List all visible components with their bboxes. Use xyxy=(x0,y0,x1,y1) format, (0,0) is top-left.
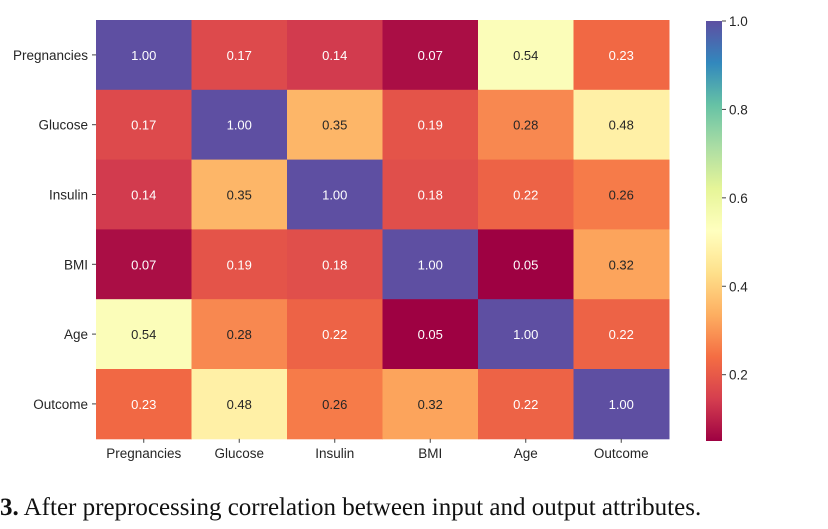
heatmap-cell xyxy=(287,89,383,161)
cell-value-label: 1.00 xyxy=(418,257,443,272)
heatmap-cell xyxy=(96,89,192,161)
cell-value-label: 0.23 xyxy=(131,397,156,412)
cell-value-label: 0.28 xyxy=(513,118,538,133)
cell-value-label: 0.32 xyxy=(609,257,634,272)
row-tick-label: Insulin xyxy=(49,188,88,203)
column-tick-label: Glucose xyxy=(214,446,264,461)
column-tick-label: Age xyxy=(514,446,538,461)
cell-value-label: 0.48 xyxy=(609,118,634,133)
cell-value-label: 0.17 xyxy=(227,48,252,63)
heatmap-cell xyxy=(287,159,383,230)
heatmap-cell xyxy=(191,229,288,300)
cell-value-label: 0.05 xyxy=(513,257,538,272)
heatmap-cell xyxy=(382,159,479,230)
row-tick-label: Pregnancies xyxy=(13,48,88,63)
heatmap-cell-labels: 1.00 0.17 0.14 0.07 0.54 0.23 0.17 1.00 0.35 0.19… xyxy=(131,48,634,412)
colorbar-gradient xyxy=(706,21,722,441)
heatmap-cell xyxy=(96,20,192,91)
heatmap-cell xyxy=(96,159,192,230)
heatmap-cell xyxy=(287,20,383,91)
caption-text: After preprocessing correlation between … xyxy=(23,494,702,521)
cell-value-label: 0.22 xyxy=(609,327,634,342)
cell-value-label: 1.00 xyxy=(131,48,156,63)
cell-value-label: 0.22 xyxy=(513,188,538,203)
cell-value-label: 0.17 xyxy=(131,118,156,133)
colorbar: 0.2 0.4 0.6 0.8 1.0 xyxy=(706,14,748,441)
heatmap-cell xyxy=(287,369,383,440)
row-tick-label: Age xyxy=(64,327,88,342)
heatmap-cell xyxy=(287,229,383,300)
heatmap-cell xyxy=(382,89,479,161)
heatmap-cell xyxy=(191,299,288,370)
heatmap-cells xyxy=(96,20,670,440)
heatmap-cell xyxy=(573,369,670,440)
heatmap-cell xyxy=(573,299,670,370)
cell-value-label: 0.14 xyxy=(131,188,156,203)
row-tick-label: BMI xyxy=(64,257,88,272)
column-tick-label: BMI xyxy=(418,446,442,461)
row-tick-label: Outcome xyxy=(33,397,88,412)
cell-value-label: 0.22 xyxy=(322,327,347,342)
heatmap-cell xyxy=(573,229,670,300)
cell-value-label: 0.32 xyxy=(418,397,443,412)
column-tick-label: Insulin xyxy=(315,446,354,461)
colorbar-tick-label: 0.8 xyxy=(729,102,748,117)
heatmap-cell xyxy=(478,299,574,370)
cell-value-label: 0.19 xyxy=(227,257,252,272)
cell-value-label: 0.28 xyxy=(227,327,252,342)
heatmap-cell xyxy=(191,369,288,440)
heatmap-cell xyxy=(191,20,288,91)
row-tick-label: Glucose xyxy=(38,118,88,133)
cell-value-label: 0.07 xyxy=(131,257,156,272)
cell-value-label: 1.00 xyxy=(609,397,634,412)
heatmap-cell xyxy=(573,20,670,91)
heatmap-cell xyxy=(96,299,192,370)
cell-value-label: 0.26 xyxy=(322,397,347,412)
cell-value-label: 1.00 xyxy=(322,188,347,203)
figure-number: 3. xyxy=(0,494,19,521)
heatmap-cell xyxy=(478,229,574,300)
heatmap-cell xyxy=(573,159,670,230)
column-tick-label: Pregnancies xyxy=(106,446,181,461)
heatmap-cell xyxy=(382,20,479,91)
cell-value-label: 0.54 xyxy=(131,327,156,342)
heatmap-cell xyxy=(96,369,192,440)
heatmap-cell xyxy=(478,369,574,440)
figure-caption: 3. After preprocessing correlation betwe… xyxy=(0,494,828,529)
cell-value-label: 0.35 xyxy=(322,118,347,133)
cell-value-label: 0.18 xyxy=(418,188,443,203)
cell-value-label: 0.54 xyxy=(513,48,538,63)
heatmap-cell xyxy=(96,229,192,300)
heatmap-cell xyxy=(191,89,288,161)
cell-value-label: 0.26 xyxy=(609,188,634,203)
cell-value-label: 0.35 xyxy=(227,188,252,203)
cell-value-label: 0.05 xyxy=(418,327,443,342)
cell-value-label: 0.18 xyxy=(322,257,347,272)
cell-value-label: 0.19 xyxy=(418,118,443,133)
heatmap-cell xyxy=(478,159,574,230)
heatmap-cell xyxy=(191,159,288,230)
colorbar-tick-label: 0.4 xyxy=(729,279,748,294)
cell-value-label: 1.00 xyxy=(513,327,538,342)
heatmap-cell xyxy=(382,369,479,440)
colorbar-tick-label: 0.2 xyxy=(729,368,748,383)
heatmap-cell xyxy=(478,20,574,91)
colorbar-tick-label: 1.0 xyxy=(729,14,748,29)
cell-value-label: 0.23 xyxy=(609,48,634,63)
cell-value-label: 1.00 xyxy=(227,118,252,133)
cell-value-label: 0.14 xyxy=(322,48,347,63)
cell-value-label: 0.48 xyxy=(227,397,252,412)
heatmap-cell xyxy=(478,89,574,161)
heatmap-cell xyxy=(382,299,479,370)
colorbar-tick-label: 0.6 xyxy=(729,191,748,206)
heatmap-cell xyxy=(573,89,670,161)
column-tick-labels: Pregnancies Glucose Insulin BMI Age Outcome xyxy=(106,438,649,461)
cell-value-label: 0.22 xyxy=(513,397,538,412)
heatmap-cell xyxy=(287,299,383,370)
row-tick-labels: Pregnancies Glucose Insulin BMI Age Outcome xyxy=(13,48,96,412)
heatmap-cell xyxy=(382,229,479,300)
cell-value-label: 0.07 xyxy=(418,48,443,63)
column-tick-label: Outcome xyxy=(594,446,649,461)
